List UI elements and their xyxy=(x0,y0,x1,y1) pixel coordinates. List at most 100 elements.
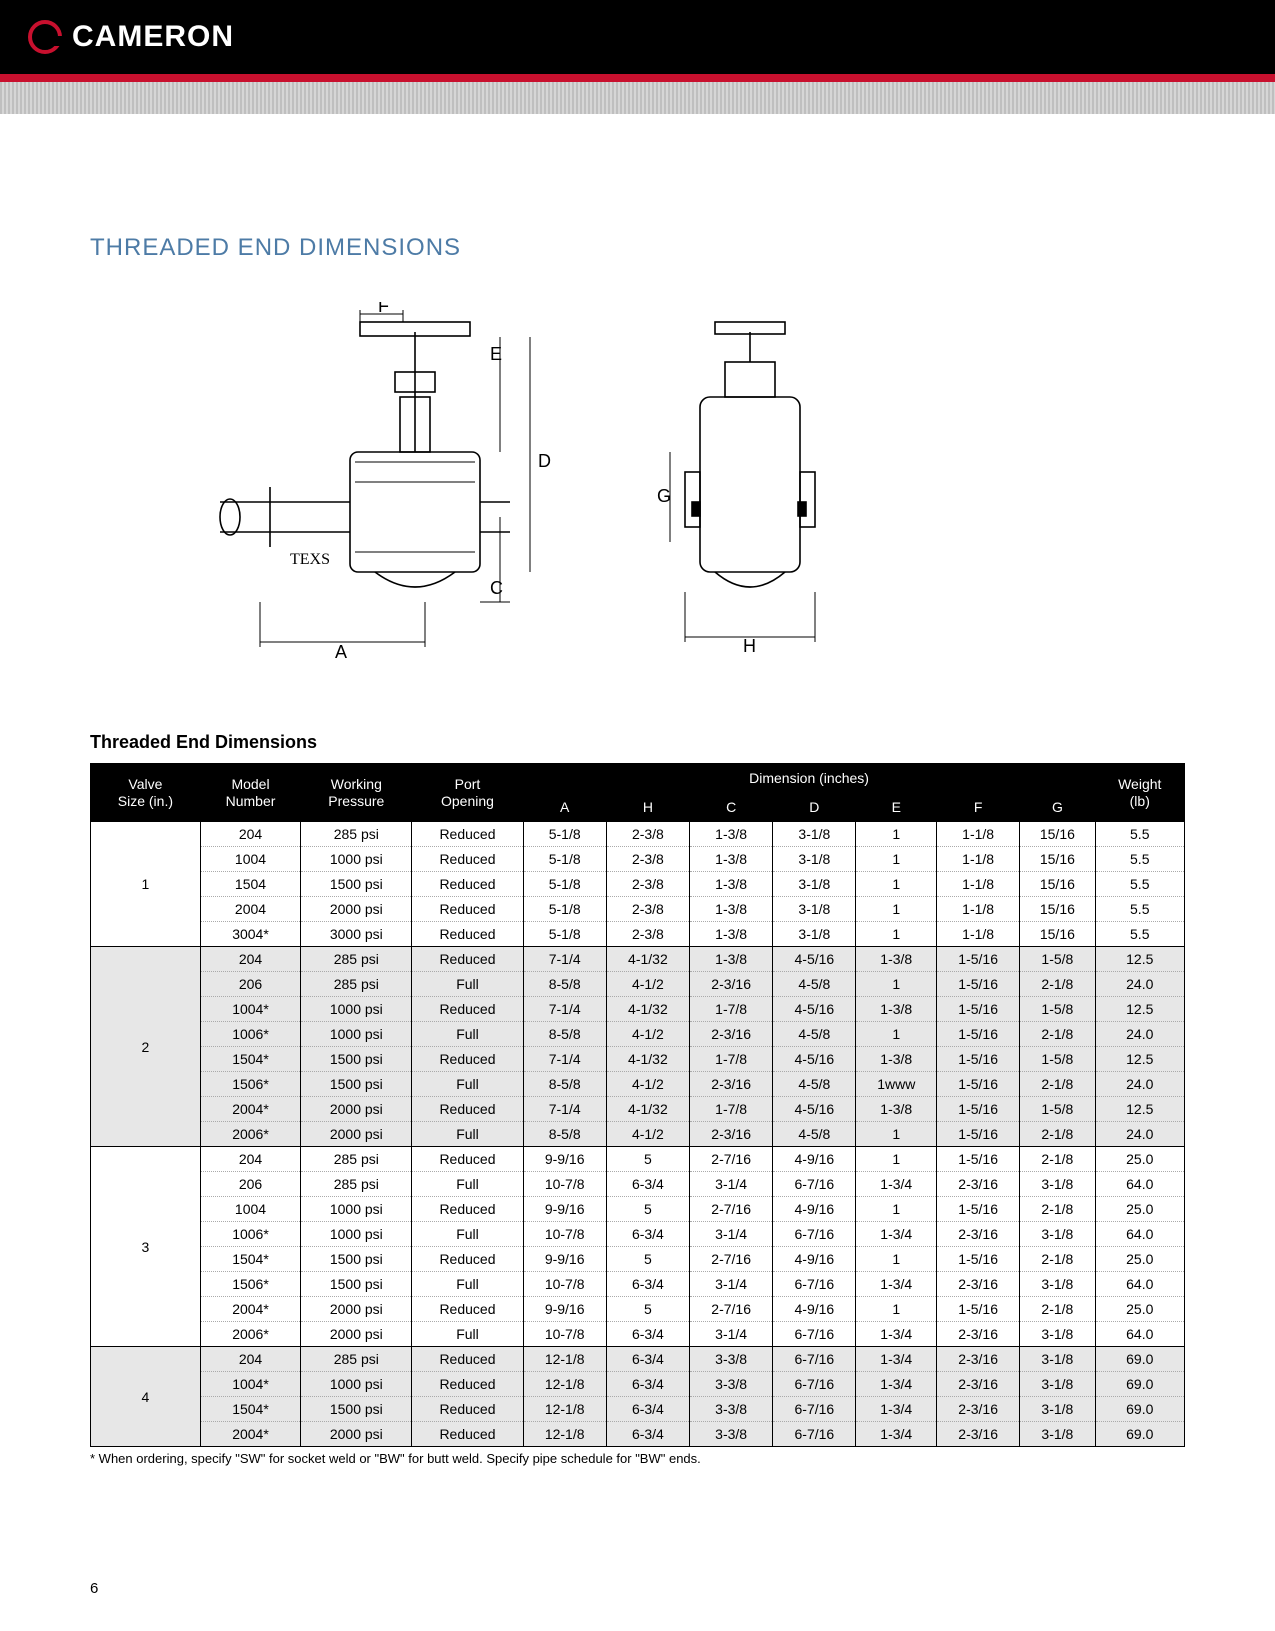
cell-F: 1-5/16 xyxy=(937,1147,1020,1172)
cell-A: 5-1/8 xyxy=(523,847,606,872)
cell-port: Full xyxy=(412,972,523,997)
cell-C: 1-3/8 xyxy=(690,897,773,922)
cell-G: 3-1/8 xyxy=(1020,1322,1095,1347)
cell-G: 15/16 xyxy=(1020,822,1095,847)
cell-D: 4-9/16 xyxy=(773,1197,856,1222)
cell-E: 1-3/4 xyxy=(856,1397,937,1422)
cell-F: 1-5/16 xyxy=(937,1047,1020,1072)
cell-wp: 1500 psi xyxy=(301,1247,412,1272)
cell-C: 3-3/8 xyxy=(690,1397,773,1422)
cell-G: 3-1/8 xyxy=(1020,1397,1095,1422)
cell-C: 3-3/8 xyxy=(690,1372,773,1397)
cell-F: 1-5/16 xyxy=(937,1122,1020,1147)
cell-F: 2-3/16 xyxy=(937,1222,1020,1247)
table-title: Threaded End Dimensions xyxy=(90,732,1185,753)
cell-model: 2006* xyxy=(200,1322,300,1347)
th-C: C xyxy=(690,793,773,822)
cell-model: 1006* xyxy=(200,1222,300,1247)
cell-wp: 1000 psi xyxy=(301,1372,412,1397)
th-port: Port Opening xyxy=(412,764,523,822)
cell-C: 1-3/8 xyxy=(690,872,773,897)
cell-W: 5.5 xyxy=(1095,922,1184,947)
cell-model: 1504* xyxy=(200,1047,300,1072)
cell-D: 6-7/16 xyxy=(773,1422,856,1447)
cell-A: 12-1/8 xyxy=(523,1372,606,1397)
table-row: 2004*2000 psiReduced12-1/86-3/43-3/86-7/… xyxy=(91,1422,1185,1447)
table-row: 1006*1000 psiFull10-7/86-3/43-1/46-7/161… xyxy=(91,1222,1185,1247)
cell-wp: 285 psi xyxy=(301,822,412,847)
cell-port: Reduced xyxy=(412,1297,523,1322)
cell-D: 6-7/16 xyxy=(773,1172,856,1197)
cell-W: 5.5 xyxy=(1095,822,1184,847)
diagram-front: F E D C A TEXS xyxy=(200,302,570,662)
cell-F: 1-5/16 xyxy=(937,1072,1020,1097)
cell-port: Reduced xyxy=(412,1047,523,1072)
cell-model: 1006* xyxy=(200,1022,300,1047)
cell-H: 4-1/2 xyxy=(606,1022,689,1047)
cell-model: 1504 xyxy=(200,872,300,897)
cell-E: 1-3/4 xyxy=(856,1272,937,1297)
table-row: 1504*1500 psiReduced12-1/86-3/43-3/86-7/… xyxy=(91,1397,1185,1422)
cell-E: 1-3/8 xyxy=(856,1097,937,1122)
cell-wp: 1500 psi xyxy=(301,872,412,897)
cell-port: Reduced xyxy=(412,997,523,1022)
cell-H: 5 xyxy=(606,1197,689,1222)
cell-A: 5-1/8 xyxy=(523,872,606,897)
cell-A: 7-1/4 xyxy=(523,997,606,1022)
dim-label-G: G xyxy=(657,486,671,506)
cell-C: 1-3/8 xyxy=(690,847,773,872)
cell-wp: 2000 psi xyxy=(301,897,412,922)
table-row: 20042000 psiReduced5-1/82-3/81-3/83-1/81… xyxy=(91,897,1185,922)
table-row: 1204285 psiReduced5-1/82-3/81-3/83-1/811… xyxy=(91,822,1185,847)
cell-wp: 1000 psi xyxy=(301,1197,412,1222)
cell-E: 1 xyxy=(856,1022,937,1047)
cell-D: 4-5/8 xyxy=(773,972,856,997)
cell-H: 4-1/32 xyxy=(606,1047,689,1072)
dim-label-E: E xyxy=(490,344,502,364)
cell-F: 1-5/16 xyxy=(937,1197,1020,1222)
cell-D: 4-5/16 xyxy=(773,1097,856,1122)
section-title: THREADED END DIMENSIONS xyxy=(90,234,1185,262)
cell-F: 1-1/8 xyxy=(937,922,1020,947)
cell-model: 1504* xyxy=(200,1247,300,1272)
cell-W: 5.5 xyxy=(1095,897,1184,922)
brand-logo-mark xyxy=(28,20,62,54)
table-row: 15041500 psiReduced5-1/82-3/81-3/83-1/81… xyxy=(91,872,1185,897)
cell-E: 1-3/4 xyxy=(856,1422,937,1447)
cell-W: 64.0 xyxy=(1095,1272,1184,1297)
cell-D: 3-1/8 xyxy=(773,822,856,847)
cell-H: 5 xyxy=(606,1147,689,1172)
cell-D: 6-7/16 xyxy=(773,1322,856,1347)
cell-W: 64.0 xyxy=(1095,1172,1184,1197)
cell-A: 5-1/8 xyxy=(523,897,606,922)
cell-F: 1-5/16 xyxy=(937,997,1020,1022)
cell-A: 8-5/8 xyxy=(523,1022,606,1047)
cell-wp: 1500 psi xyxy=(301,1272,412,1297)
cell-H: 2-3/8 xyxy=(606,872,689,897)
cell-A: 9-9/16 xyxy=(523,1197,606,1222)
cell-C: 2-3/16 xyxy=(690,1022,773,1047)
th-dim-group: Dimension (inches) xyxy=(523,764,1095,793)
cell-F: 2-3/16 xyxy=(937,1172,1020,1197)
cell-E: 1 xyxy=(856,1147,937,1172)
cell-H: 4-1/2 xyxy=(606,1122,689,1147)
cell-D: 3-1/8 xyxy=(773,847,856,872)
cell-C: 1-7/8 xyxy=(690,997,773,1022)
cell-C: 1-7/8 xyxy=(690,1047,773,1072)
cell-F: 2-3/16 xyxy=(937,1372,1020,1397)
cell-C: 1-3/8 xyxy=(690,947,773,972)
cell-port: Full xyxy=(412,1122,523,1147)
cell-port: Reduced xyxy=(412,1147,523,1172)
cell-H: 6-3/4 xyxy=(606,1272,689,1297)
cell-G: 3-1/8 xyxy=(1020,1422,1095,1447)
cell-wp: 1000 psi xyxy=(301,997,412,1022)
cell-W: 69.0 xyxy=(1095,1372,1184,1397)
table-row: 2004*2000 psiReduced9-9/1652-7/164-9/161… xyxy=(91,1297,1185,1322)
cell-wp: 285 psi xyxy=(301,1147,412,1172)
cell-G: 1-5/8 xyxy=(1020,1097,1095,1122)
cell-model: 1004* xyxy=(200,1372,300,1397)
cell-E: 1-3/8 xyxy=(856,947,937,972)
cell-F: 1-5/16 xyxy=(937,1022,1020,1047)
cell-H: 5 xyxy=(606,1297,689,1322)
cell-model: 2004* xyxy=(200,1097,300,1122)
